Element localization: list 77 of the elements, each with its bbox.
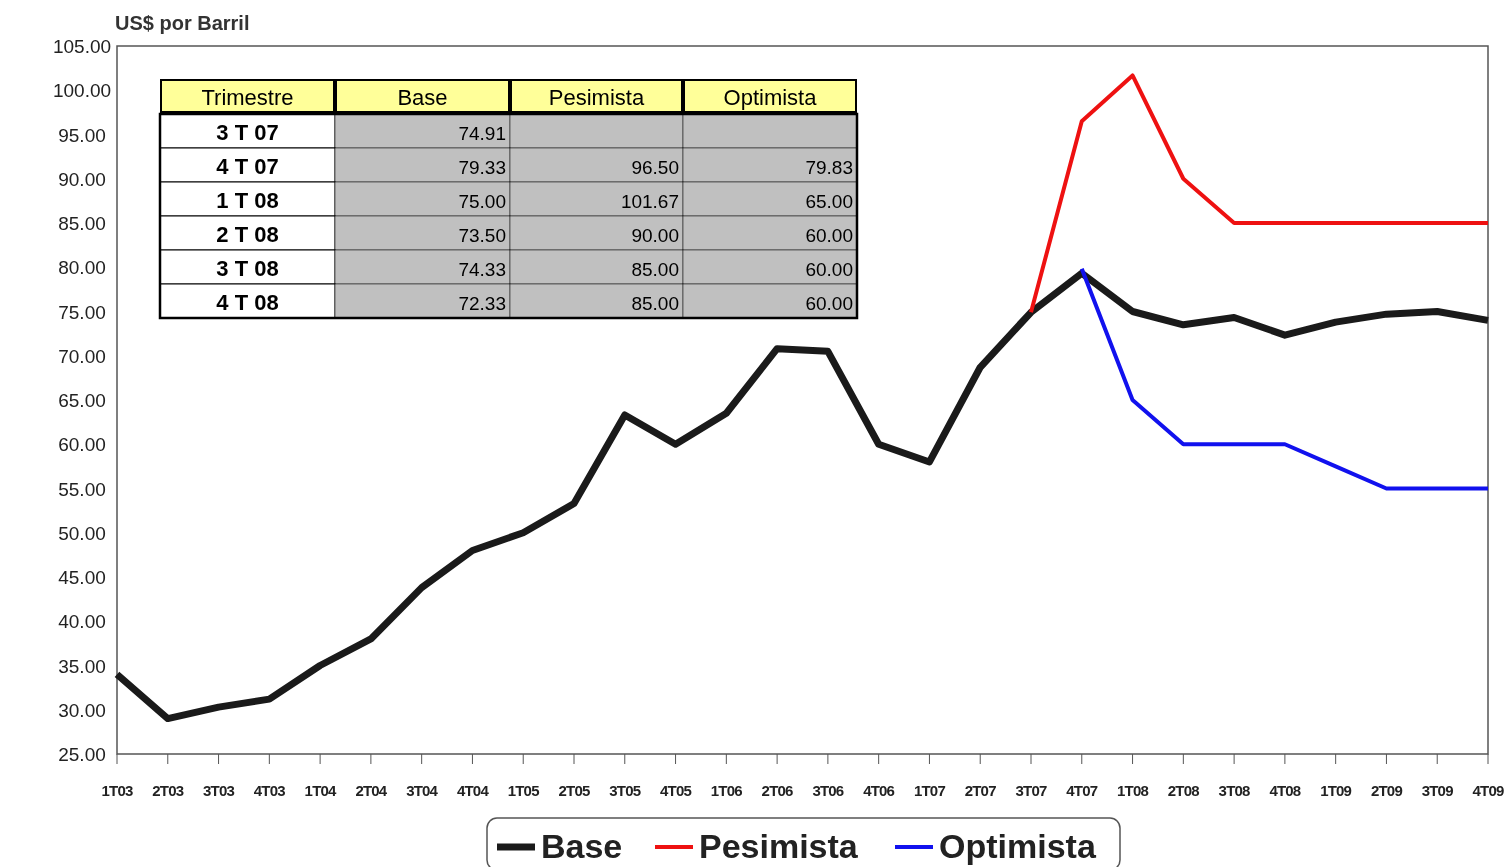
y-tick-label: 100.00 xyxy=(52,80,112,102)
x-tick-label: 2T06 xyxy=(761,782,794,799)
x-tick-label: 2T03 xyxy=(152,782,184,799)
x-tick-label: 4T06 xyxy=(863,782,895,799)
y-tick-label: 70.00 xyxy=(58,345,106,367)
x-tick-label: 3T03 xyxy=(203,782,235,799)
y-tick-label: 50.00 xyxy=(58,522,106,544)
annotation: 1 T 08 xyxy=(216,188,279,213)
annotation: 60.00 xyxy=(805,293,853,314)
y-tick-label: 75.00 xyxy=(58,301,106,323)
x-tick-label: 1T05 xyxy=(507,782,540,799)
y-tick-label: 55.00 xyxy=(58,478,106,500)
annotation: Trimestre xyxy=(201,85,294,110)
x-tick-label: 3T09 xyxy=(1421,782,1454,799)
annotation: 2 T 08 xyxy=(216,222,279,247)
annotation: 90.00 xyxy=(631,225,679,246)
x-tick-label: 1T06 xyxy=(710,782,743,799)
x-tick-label: 3T08 xyxy=(1218,782,1251,799)
x-tick-label: 2T04 xyxy=(355,782,388,799)
x-tick-label: 3T07 xyxy=(1015,782,1047,799)
line-series xyxy=(1029,73,1490,315)
annotation: 96.50 xyxy=(631,157,679,178)
y-tick-label: 85.00 xyxy=(58,213,106,234)
y-tick-label: 105.00 xyxy=(52,36,112,57)
text: Optimista xyxy=(723,85,817,110)
y-tick-label: 90.00 xyxy=(58,168,106,190)
x-tick-label: 1T04 xyxy=(304,782,338,799)
x-tick-label: 1T09 xyxy=(1320,782,1352,799)
y-tick-label: 45.00 xyxy=(58,567,106,588)
legend-label: Base xyxy=(541,827,623,865)
annotation: 4 T 08 xyxy=(216,290,279,315)
annotation: 101.67 xyxy=(620,191,679,212)
legend-label: Pesimista xyxy=(699,827,859,865)
y-tick-label: 25.00 xyxy=(58,744,106,765)
line-series xyxy=(1079,266,1490,491)
annotation: 85.00 xyxy=(631,293,679,314)
annotation: 85.00 xyxy=(631,259,679,280)
annotation: 75.00 xyxy=(458,191,506,212)
annotation: 4 T 07 xyxy=(216,154,279,179)
x-tick-label: 2T05 xyxy=(558,782,590,799)
annotation: 74.33 xyxy=(458,259,506,280)
x-tick-label: 4T05 xyxy=(660,782,692,799)
annotation: 65.00 xyxy=(805,191,853,212)
x-tick-label: 4T09 xyxy=(1472,782,1504,799)
y-tick-label: 40.00 xyxy=(58,611,106,633)
y-axis-title: US$ por Barril xyxy=(115,12,250,34)
x-tick-label: 3T06 xyxy=(812,782,844,799)
y-tick-label: 80.00 xyxy=(58,257,106,279)
x-tick-label: 3T04 xyxy=(406,782,439,799)
x-tick-label: 2T08 xyxy=(1167,782,1200,799)
x-tick-label: 4T03 xyxy=(253,782,286,799)
annotation: 3 T 08 xyxy=(216,256,279,281)
legend-label: Optimista xyxy=(939,827,1097,865)
annotation: 3 T 07 xyxy=(216,120,279,145)
y-tick-label: 35.00 xyxy=(58,655,106,677)
text: Base xyxy=(397,85,448,110)
x-tick-label: 4T07 xyxy=(1066,782,1098,799)
text: Pesimista xyxy=(548,85,645,110)
x-tick-label: 4T08 xyxy=(1269,782,1301,799)
x-tick-label: 1T03 xyxy=(101,782,133,799)
x-tick-label: 1T07 xyxy=(913,782,946,799)
x-tick-label: 1T08 xyxy=(1117,782,1149,799)
y-tick-label: 30.00 xyxy=(58,699,106,721)
annotation: 60.00 xyxy=(805,259,853,280)
y-tick-label: 95.00 xyxy=(58,124,106,146)
x-tick-label: 4T04 xyxy=(456,782,490,799)
annotation: 79.33 xyxy=(458,157,506,178)
y-tick-label: 65.00 xyxy=(58,390,106,411)
annotation: 60.00 xyxy=(805,225,853,246)
annotation: 73.50 xyxy=(458,225,506,246)
x-tick-label: 2T09 xyxy=(1370,782,1403,799)
annotation: 79.83 xyxy=(805,157,853,178)
x-tick-label: 3T05 xyxy=(609,782,641,799)
x-tick-label: 2T07 xyxy=(964,782,997,799)
annotation: 74.91 xyxy=(458,123,506,144)
annotation: 72.33 xyxy=(458,293,506,314)
y-tick-label: 60.00 xyxy=(58,434,106,456)
